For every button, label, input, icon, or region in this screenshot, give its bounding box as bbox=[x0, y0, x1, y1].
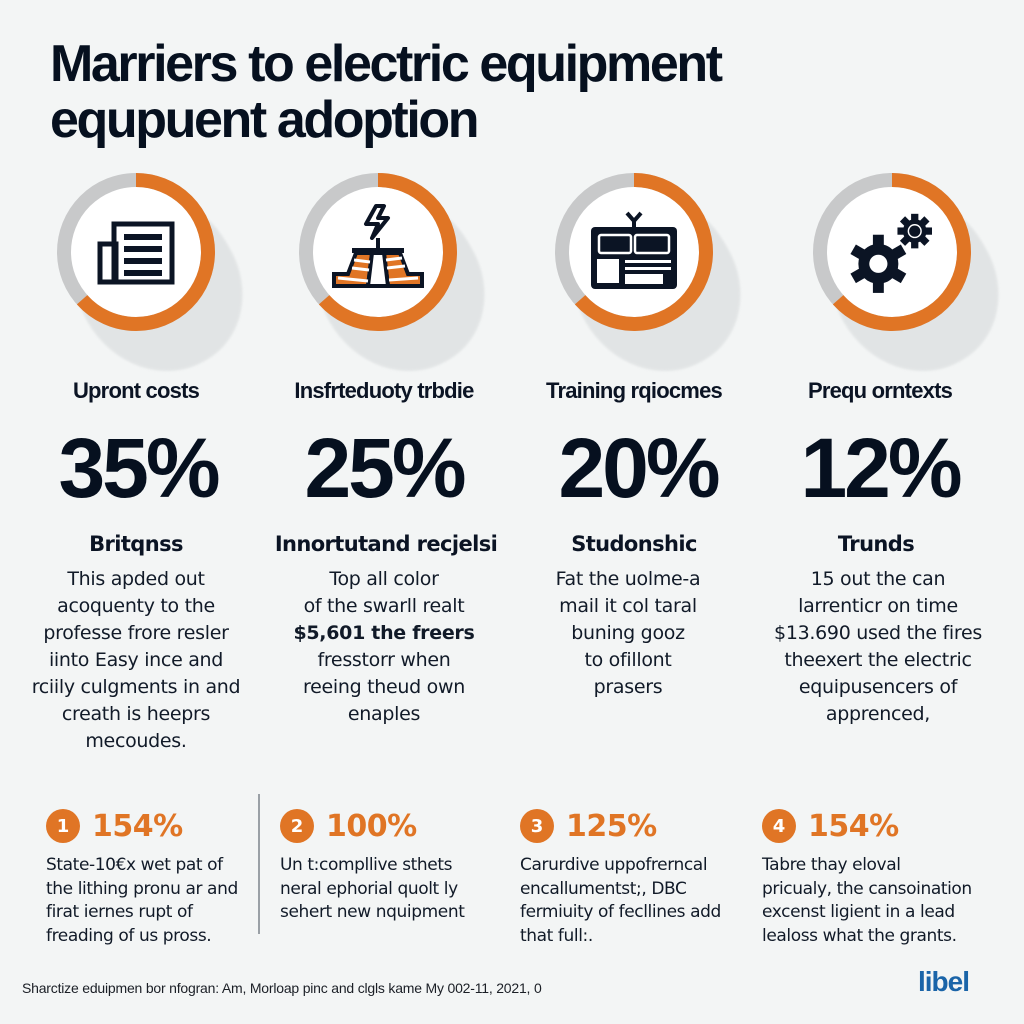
barrier-label-4: Prequ orntexts bbox=[807, 378, 953, 403]
barrier-description-3: Fat the uolme-a mail it col taral buning… bbox=[555, 568, 701, 698]
barrier-percent-1: 35% bbox=[58, 421, 220, 515]
stat-item-4: 4 154% Tabre thay eloval pricualy, the c… bbox=[762, 806, 1012, 948]
barrier-subhead-4: Trunds bbox=[837, 532, 915, 556]
power-tower-icon bbox=[328, 202, 428, 302]
barrier-percent-4: 12% bbox=[800, 421, 962, 515]
barrier-description-2: Top all color of the swarll realt $5,601… bbox=[293, 568, 475, 725]
number-badge: 2 bbox=[280, 809, 314, 843]
stat-percent: 154% bbox=[808, 808, 899, 844]
barrier-ring-2 bbox=[285, 166, 515, 402]
barrier-subhead-1: Britqnss bbox=[89, 532, 183, 556]
stat-percent: 100% bbox=[326, 808, 417, 844]
training-board-icon bbox=[584, 202, 684, 302]
title-line-2: equpuent adoption bbox=[50, 91, 480, 149]
stat-text: State-10€x wet pat of the lithing pronu … bbox=[46, 855, 238, 946]
barrier-ring-1 bbox=[43, 166, 273, 402]
source-note: Sharctize eduipmen bor nfogran: Am, Morl… bbox=[22, 980, 542, 996]
barrier-description-4: 15 out the can larrenticr on time $13.69… bbox=[774, 568, 982, 725]
barrier-subhead-2: Innortutand recjelsi bbox=[274, 532, 498, 556]
stat-percent: 154% bbox=[92, 808, 183, 844]
barrier-label-1: Upront costs bbox=[72, 378, 200, 403]
page-title: Marriers to electric equipment equpuent … bbox=[50, 36, 950, 148]
barrier-ring-4 bbox=[799, 166, 1024, 402]
number-badge: 4 bbox=[762, 809, 796, 843]
stat-item-1: 1 154% State-10€x wet pat of the lithing… bbox=[46, 806, 276, 948]
title-line-1: Marriers to electric equipment bbox=[50, 35, 723, 93]
barrier-label-2: Insfrteduoty trbdie bbox=[294, 378, 474, 403]
section-divider bbox=[258, 794, 260, 934]
barrier-label-3: Training rqiocmes bbox=[546, 378, 723, 403]
progress-ring bbox=[813, 173, 971, 331]
barrier-percent-3: 20% bbox=[558, 421, 720, 515]
barrier-ring-3 bbox=[541, 166, 771, 402]
number-badge: 1 bbox=[46, 809, 80, 843]
barrier-subhead-3: Studonshic bbox=[571, 532, 697, 556]
stat-item-3: 3 125% Carurdive uppofrerncal encallumen… bbox=[520, 806, 750, 948]
stat-item-2: 2 100% Un t:compllive sthets neral ephor… bbox=[280, 806, 510, 925]
number-badge: 3 bbox=[520, 809, 554, 843]
document-icon bbox=[86, 202, 186, 302]
stat-text: Un t:compllive sthets neral ephorial quo… bbox=[280, 855, 465, 922]
stat-percent: 125% bbox=[566, 808, 657, 844]
gears-icon bbox=[842, 202, 942, 302]
stat-text: Tabre thay eloval pricualy, the cansoina… bbox=[762, 855, 972, 946]
stat-text: Carurdive uppofrerncal encallumentst;, D… bbox=[520, 855, 721, 946]
barrier-percent-2: 25% bbox=[304, 421, 466, 515]
barrier-description-1: This apded out acoquenty to the professe… bbox=[31, 568, 241, 752]
brand-logo: libel bbox=[918, 966, 970, 997]
